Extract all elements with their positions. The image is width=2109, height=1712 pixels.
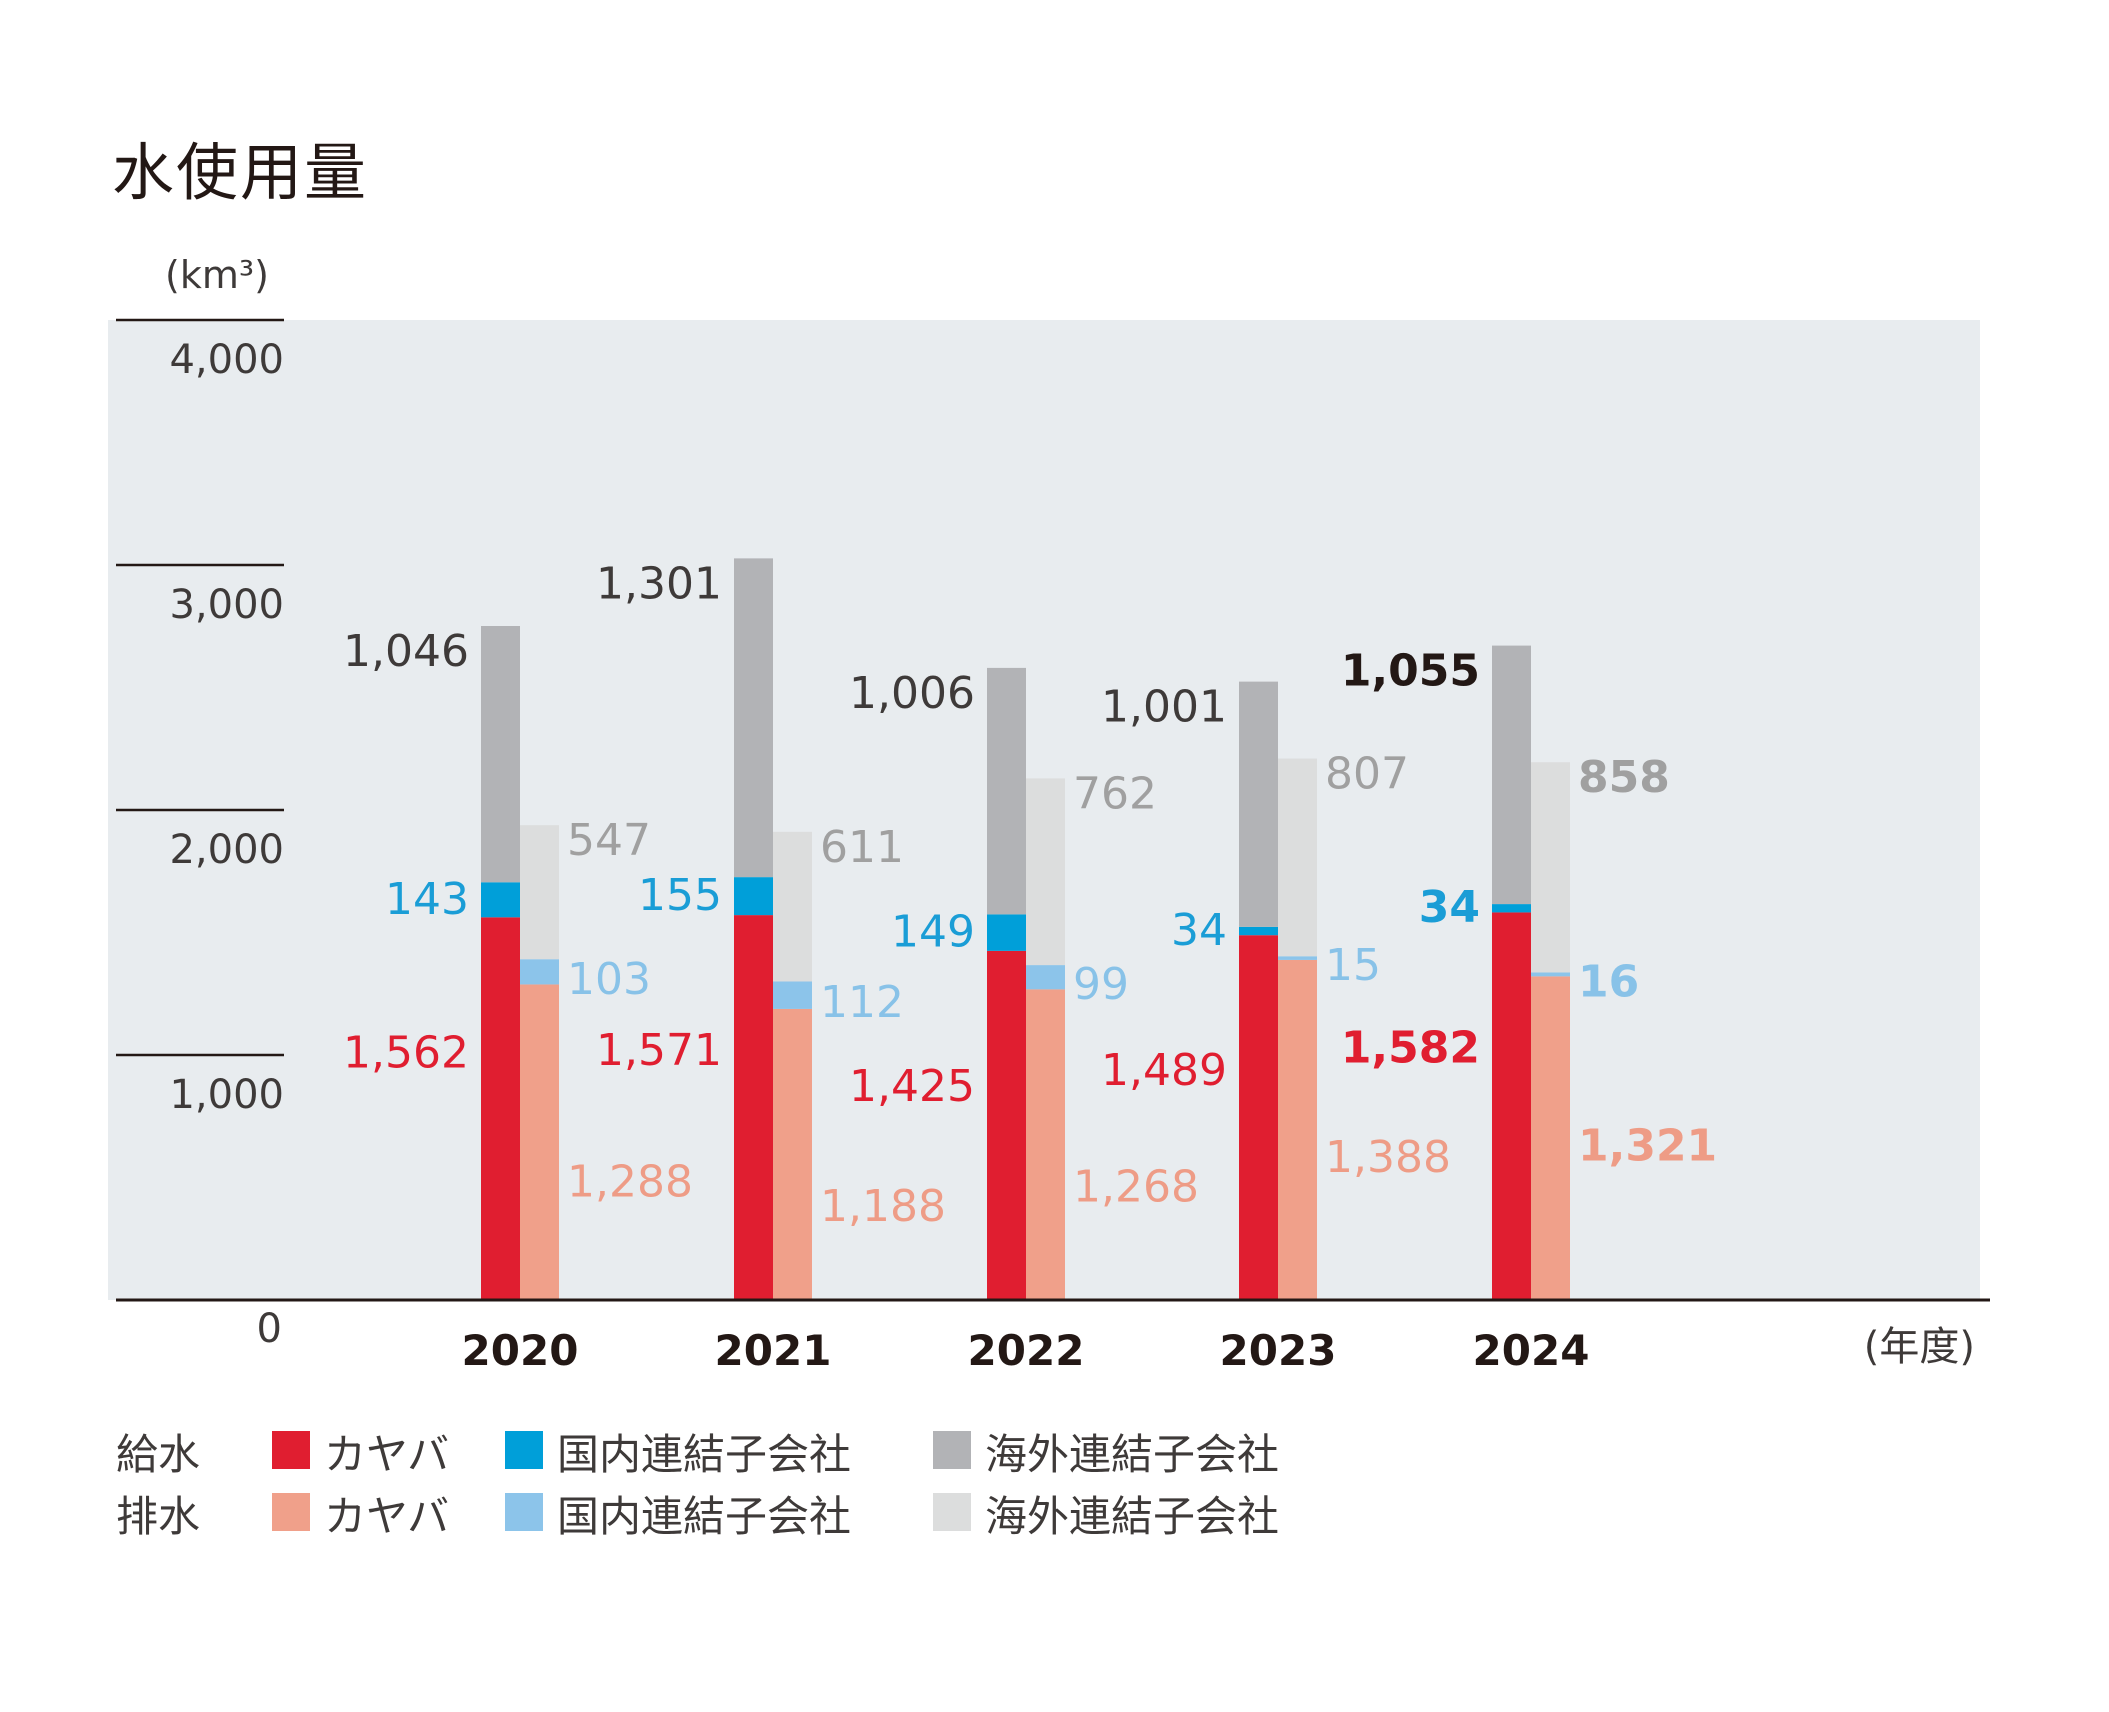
x-tick-label-2020: 2020 xyxy=(462,1326,579,1375)
x-tick-label-2023: 2023 xyxy=(1220,1326,1337,1375)
legend-swatch-1-2 xyxy=(933,1493,971,1531)
bar-supply-2-2022 xyxy=(987,667,1026,915)
bar-drain-0-2024 xyxy=(1531,976,1570,1300)
y-axis-unit: (km³) xyxy=(165,253,269,297)
x-axis-unit: (年度) xyxy=(1864,1324,1975,1370)
bar-drain-2-2020 xyxy=(520,825,559,960)
data-label-drain-2-2020: 547 xyxy=(567,815,651,866)
legend-swatch-0-0 xyxy=(272,1431,310,1469)
data-label-drain-2-2022: 762 xyxy=(1073,768,1157,819)
data-label-supply-2-2020: 1,046 xyxy=(343,626,469,677)
data-label-supply-1-2024: 34 xyxy=(1419,882,1480,933)
data-label-supply-1-2023: 34 xyxy=(1171,905,1227,956)
data-label-supply-2-2022: 1,006 xyxy=(849,668,975,719)
bar-drain-1-2023 xyxy=(1278,956,1317,960)
legend-group-label-1: 排水 xyxy=(116,1492,200,1541)
bar-supply-1-2023 xyxy=(1239,926,1278,936)
y-tick-label: 3,000 xyxy=(169,582,284,628)
bar-drain-2-2024 xyxy=(1531,762,1570,973)
x-tick-label-2022: 2022 xyxy=(968,1326,1085,1375)
bar-drain-2-2021 xyxy=(773,831,812,982)
legend-swatch-0-2 xyxy=(933,1431,971,1469)
bar-supply-2-2024 xyxy=(1492,645,1531,905)
data-label-drain-1-2020: 103 xyxy=(567,954,651,1005)
bar-drain-0-2020 xyxy=(520,984,559,1300)
bar-supply-2-2021 xyxy=(734,558,773,878)
data-label-drain-1-2024: 16 xyxy=(1578,956,1639,1007)
bar-supply-2-2023 xyxy=(1239,681,1278,927)
data-label-drain-2-2021: 611 xyxy=(820,822,904,873)
bar-supply-1-2020 xyxy=(481,882,520,918)
bar-supply-2-2020 xyxy=(481,626,520,883)
data-label-drain-0-2021: 1,188 xyxy=(820,1181,946,1232)
bar-drain-0-2021 xyxy=(773,1008,812,1300)
bar-drain-1-2021 xyxy=(773,981,812,1009)
legend-group-label-0: 給水 xyxy=(116,1430,200,1479)
data-label-supply-2-2024: 1,055 xyxy=(1341,646,1480,697)
data-label-drain-0-2023: 1,388 xyxy=(1325,1132,1451,1183)
bar-drain-1-2020 xyxy=(520,959,559,985)
bar-drain-0-2022 xyxy=(1026,989,1065,1300)
data-label-supply-1-2022: 149 xyxy=(891,907,975,958)
data-label-supply-1-2021: 155 xyxy=(638,870,722,921)
legend-label-1-1: 国内連結子会社 xyxy=(557,1492,851,1541)
y-tick-label: 2,000 xyxy=(169,827,284,873)
bar-drain-1-2022 xyxy=(1026,965,1065,990)
data-label-drain-0-2020: 1,288 xyxy=(567,1156,693,1207)
legend-label-1-0: カヤバ xyxy=(324,1492,449,1541)
bar-supply-0-2020 xyxy=(481,917,520,1300)
bar-drain-2-2023 xyxy=(1278,758,1317,957)
data-label-supply-0-2022: 1,425 xyxy=(849,1061,975,1112)
data-label-supply-1-2020: 143 xyxy=(385,874,469,925)
data-label-drain-1-2023: 15 xyxy=(1325,940,1381,991)
data-label-drain-1-2021: 112 xyxy=(820,977,904,1028)
y-tick-label: 0 xyxy=(257,1306,282,1352)
data-label-supply-0-2024: 1,582 xyxy=(1341,1022,1480,1073)
x-tick-label-2021: 2021 xyxy=(715,1326,832,1375)
bar-drain-2-2022 xyxy=(1026,778,1065,966)
data-label-drain-0-2024: 1,321 xyxy=(1578,1120,1717,1171)
chart-title: 水使用量 xyxy=(112,136,369,209)
legend-swatch-1-0 xyxy=(272,1493,310,1531)
bar-drain-0-2023 xyxy=(1278,959,1317,1300)
bar-supply-0-2022 xyxy=(987,950,1026,1300)
legend-label-0-2: 海外連結子会社 xyxy=(985,1430,1279,1479)
bar-drain-1-2024 xyxy=(1531,972,1570,977)
legend-label-1-2: 海外連結子会社 xyxy=(985,1492,1279,1541)
x-tick-label-2024: 2024 xyxy=(1473,1326,1590,1375)
bar-supply-0-2021 xyxy=(734,915,773,1300)
data-label-drain-2-2023: 807 xyxy=(1325,749,1409,800)
bar-supply-1-2024 xyxy=(1492,904,1531,913)
data-label-drain-0-2022: 1,268 xyxy=(1073,1161,1199,1212)
bar-supply-0-2023 xyxy=(1239,935,1278,1300)
bar-supply-1-2021 xyxy=(734,877,773,916)
bar-supply-0-2024 xyxy=(1492,912,1531,1300)
data-label-drain-1-2022: 99 xyxy=(1073,959,1129,1010)
data-label-supply-2-2023: 1,001 xyxy=(1101,682,1227,733)
data-label-drain-2-2024: 858 xyxy=(1578,752,1670,803)
y-tick-label: 4,000 xyxy=(169,337,284,383)
data-label-supply-0-2021: 1,571 xyxy=(596,1025,722,1076)
data-label-supply-0-2023: 1,489 xyxy=(1101,1045,1227,1096)
legend-swatch-1-1 xyxy=(505,1493,543,1531)
data-label-supply-2-2021: 1,301 xyxy=(596,558,722,609)
y-tick-label: 1,000 xyxy=(169,1072,284,1118)
data-label-supply-0-2020: 1,562 xyxy=(343,1027,469,1078)
legend-label-0-1: 国内連結子会社 xyxy=(557,1430,851,1479)
bar-supply-1-2022 xyxy=(987,914,1026,951)
legend-swatch-0-1 xyxy=(505,1431,543,1469)
legend-label-0-0: カヤバ xyxy=(324,1430,449,1479)
